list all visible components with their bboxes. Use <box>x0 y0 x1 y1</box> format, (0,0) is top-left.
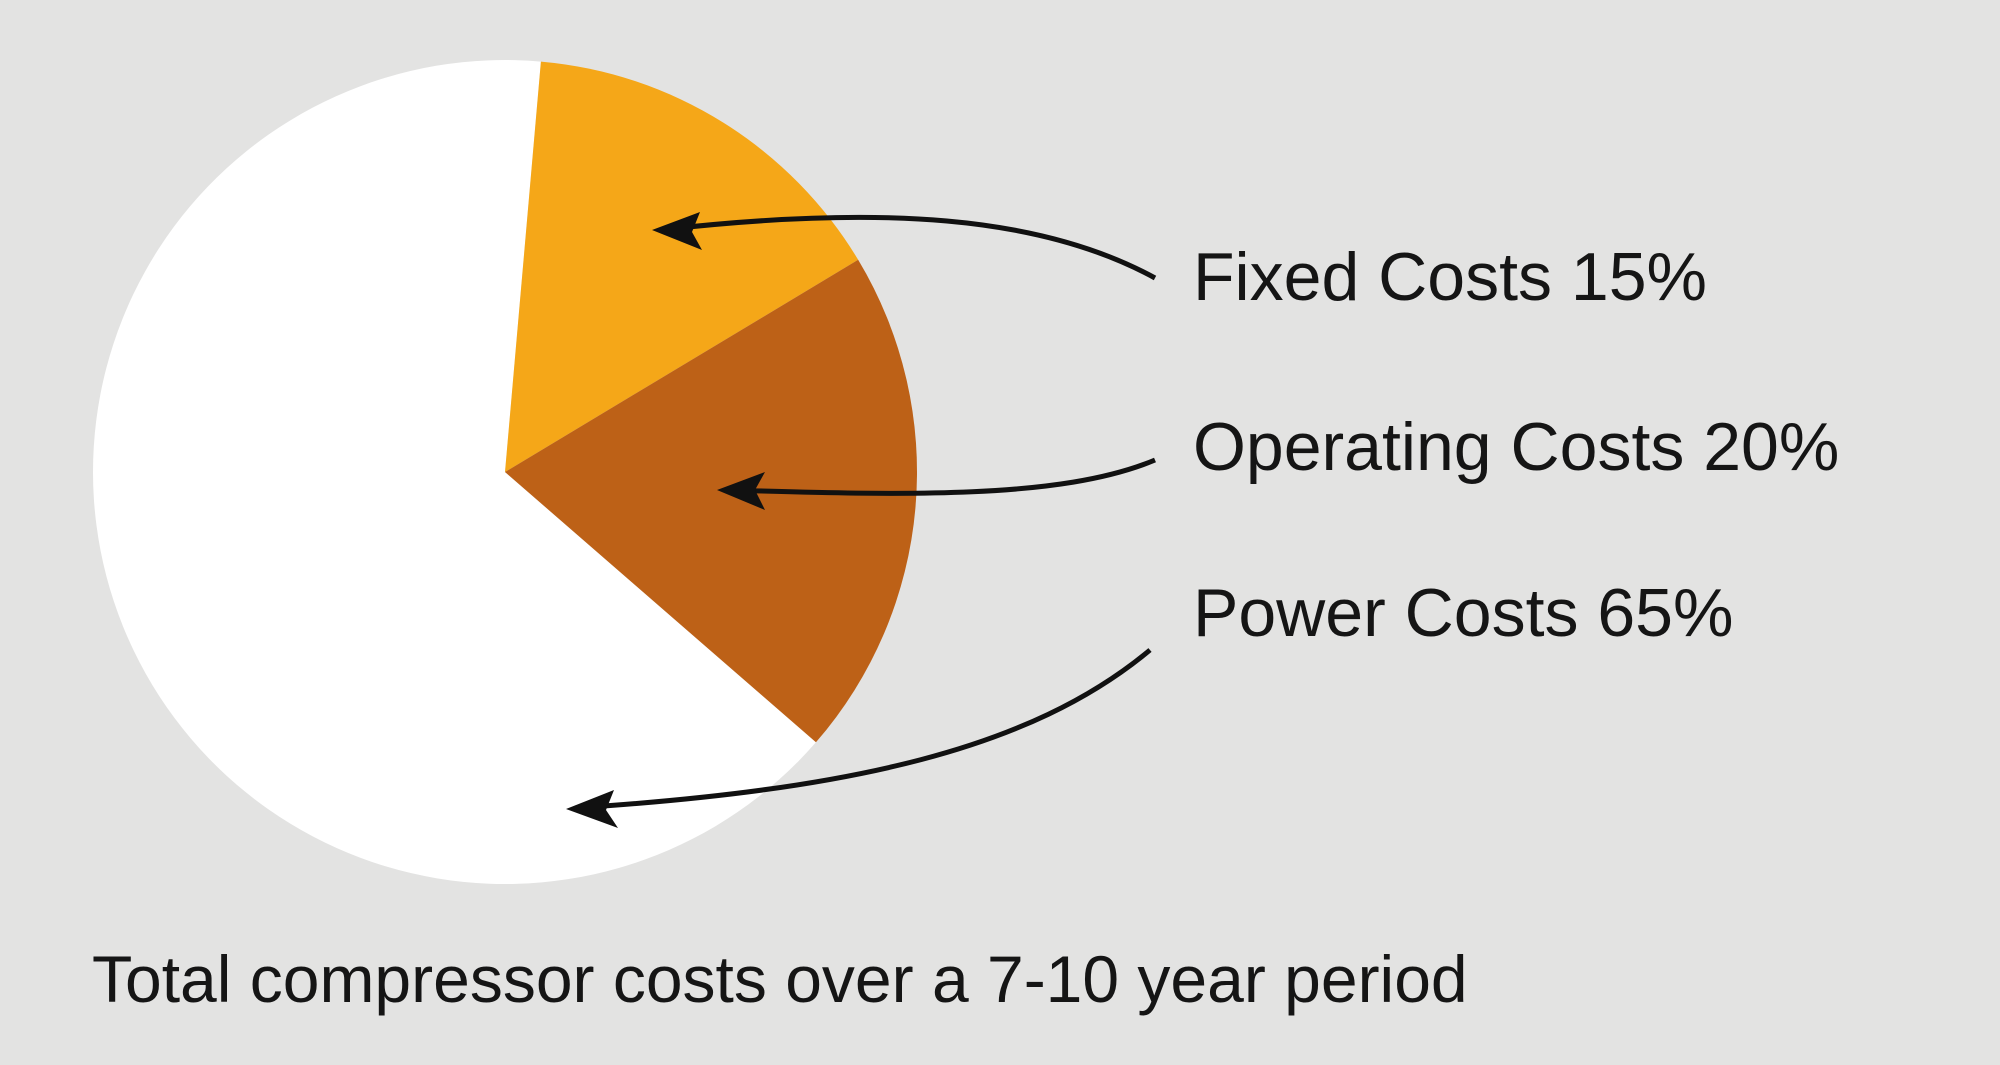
arrow-fixed <box>659 214 1157 281</box>
arrow-operating <box>724 457 1156 496</box>
arrowhead-fixed <box>652 212 702 250</box>
arrowhead-power <box>566 790 618 828</box>
arrow-power <box>574 648 1152 811</box>
pie-slice-fixed <box>505 61 859 473</box>
label-fixed: Fixed Costs 15% <box>1193 239 1707 315</box>
label-operating: Operating Costs 20% <box>1193 409 1839 485</box>
label-power: Power Costs 65% <box>1193 575 1733 651</box>
arrowhead-operating <box>717 472 765 510</box>
pie-slice-power <box>92 59 816 885</box>
chart-title: Total compressor costs over a 7-10 year … <box>92 942 1468 1016</box>
pie-slice-operating <box>505 259 918 743</box>
